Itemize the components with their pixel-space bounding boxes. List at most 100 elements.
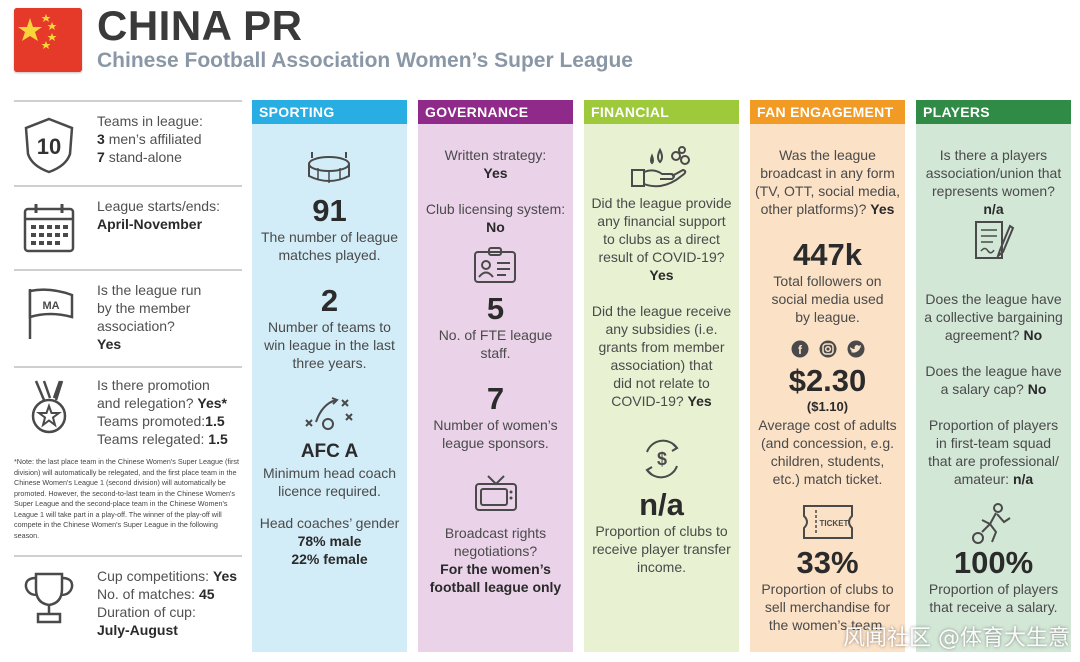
merchandise-text: Proportion of clubs to xyxy=(761,581,894,597)
ticket-label: TICKET xyxy=(820,519,849,528)
covid-support-text: Did the league provide xyxy=(591,195,732,211)
union-text: Is there a players xyxy=(939,147,1048,163)
broadcast-rights-text: negotiations? xyxy=(453,543,538,559)
winners-text: three years. xyxy=(292,355,367,371)
cup-answer: Yes xyxy=(212,568,238,584)
salary-text: that receive a salary. xyxy=(929,599,1058,615)
ticket-price-block: $2.30 ($1.10) Average cost of adults (an… xyxy=(750,364,905,488)
twitter-icon xyxy=(847,340,865,358)
fan-engagement-column: FAN ENGAGEMENT Was the league broadcast … xyxy=(750,100,905,652)
dates-label: League starts/ends: xyxy=(97,198,220,214)
licensing-value: No xyxy=(486,219,505,235)
fan-engagement-body: Was the league broadcast in any form (TV… xyxy=(750,124,905,652)
players-body: Is there a players association/union tha… xyxy=(916,124,1071,652)
broadcast-text: broadcast in any form xyxy=(760,165,895,181)
salary-cap-text: a salary cap? xyxy=(940,381,1024,397)
fte-value: 5 xyxy=(486,291,505,326)
union-text: represents women? xyxy=(932,183,1055,199)
professional-text: that are professional/ xyxy=(928,453,1059,469)
fte-text: staff. xyxy=(480,345,511,361)
ticket-price-value: $2.30 xyxy=(788,363,867,398)
medal-icon xyxy=(31,380,67,434)
subsidy-block: Did the league receive any subsidies (i.… xyxy=(584,302,739,410)
cba-block: Does the league have a collective bargai… xyxy=(916,290,1071,344)
sponsors-block: 7 Number of women’s league sponsors. xyxy=(418,382,573,452)
governance-column: GOVERNANCE Written strategy: Yes Club li… xyxy=(418,100,573,652)
subsidy-text: COVID-19? xyxy=(611,393,684,409)
dollar-cycle-icon: $ xyxy=(645,439,679,479)
professional-text: Proportion of players xyxy=(928,417,1059,433)
professional-block: Proportion of players in first-team squa… xyxy=(916,416,1071,488)
players-column: PLAYERS Is there a players association/u… xyxy=(916,100,1071,652)
winners-text: Number of teams to xyxy=(268,319,391,335)
contract-icon xyxy=(975,221,1015,259)
broadcast-rights-answer: football league only xyxy=(429,579,562,595)
broadcast-rights-block: Broadcast rights negotiations? For the w… xyxy=(418,524,573,596)
matches-value: 91 xyxy=(312,193,347,228)
teams-row: 10 Teams in league: 3 men’s affiliated 7… xyxy=(14,100,242,185)
gender-female: 22% female xyxy=(291,551,368,567)
strategy-value: Yes xyxy=(483,165,508,181)
sponsors-text: league sponsors. xyxy=(442,435,549,451)
cup-text: Cup competitions: Yes No. of matches: 45… xyxy=(97,567,237,639)
promotion-answer: Yes* xyxy=(197,395,228,411)
instagram-icon xyxy=(819,340,837,358)
salary-text: Proportion of players xyxy=(928,581,1059,597)
gender-male: 78% male xyxy=(297,533,362,549)
players-header: PLAYERS xyxy=(916,100,1071,124)
ticket-price-text: Average cost of adults xyxy=(758,417,897,433)
men-count: 3 xyxy=(97,131,105,147)
union-text: association/union that xyxy=(925,165,1062,181)
licensing-block: Club licensing system: No xyxy=(418,200,573,236)
dates-value: April-November xyxy=(97,216,203,232)
merchandise-value: 33% xyxy=(796,545,859,580)
fan-engagement-header: FAN ENGAGEMENT xyxy=(750,100,905,124)
gender-block: Head coaches’ gender 78% male 22% female xyxy=(252,514,407,568)
strategy-label: Written strategy: xyxy=(444,147,547,163)
professional-text: amateur: xyxy=(953,471,1010,487)
financial-body: Did the league provide any financial sup… xyxy=(584,124,739,652)
transfer-text: receive player transfer xyxy=(592,541,731,557)
promoted-label: Teams promoted: xyxy=(97,413,206,429)
transfer-text: income. xyxy=(636,559,687,575)
broadcast-answer: Yes xyxy=(870,201,895,217)
cup-matches-value: 45 xyxy=(198,586,215,602)
watermark: 风闻社区 @体育大生意 xyxy=(843,626,1070,651)
men-text: men’s affiliated xyxy=(108,131,202,147)
governance-header: GOVERNANCE xyxy=(418,100,573,124)
teams-text: Teams in league: 3 men’s affiliated 7 st… xyxy=(97,112,203,166)
winners-block: 2 Number of teams to win league in the l… xyxy=(252,284,407,372)
winners-value: 2 xyxy=(320,283,339,318)
run-answer: Yes xyxy=(97,336,122,352)
broadcast-text: other platforms)? xyxy=(760,201,867,217)
salary-cap-text: Does the league have xyxy=(925,363,1062,379)
licensing-label: Club licensing system: xyxy=(425,201,566,217)
footballer-icon xyxy=(972,503,1011,544)
member-association-row: MA Is the league run by the member assoc… xyxy=(14,269,242,366)
financial-header: FINANCIAL xyxy=(584,100,739,124)
transfer-block: n/a Proportion of clubs to receive playe… xyxy=(584,488,739,576)
cba-text: agreement? xyxy=(944,327,1020,343)
svg-text:f: f xyxy=(798,343,803,357)
merchandise-text: the women’s team. xyxy=(768,617,887,633)
cup-duration-value: July-August xyxy=(97,622,178,638)
social-icons: f xyxy=(791,339,865,359)
union-answer: n/a xyxy=(983,201,1004,217)
money-hand-icon xyxy=(631,146,690,188)
standalone-text: stand-alone xyxy=(108,149,182,165)
covid-support-text: any financial support xyxy=(597,213,726,229)
calendar-icon xyxy=(23,204,75,253)
run-question-line: Is the league run xyxy=(97,282,202,298)
facebook-icon: f xyxy=(791,340,809,358)
tv-icon xyxy=(475,475,517,511)
cup-matches-label: No. of matches: xyxy=(97,586,196,602)
broadcast-text: (TV, OTT, social media, xyxy=(755,183,900,199)
followers-text: by league. xyxy=(795,309,860,325)
followers-text: social media used xyxy=(771,291,884,307)
fte-text: No. of FTE league xyxy=(438,327,553,343)
subsidy-text: Did the league receive xyxy=(591,303,732,319)
flag-icon: MA xyxy=(28,288,74,339)
member-association-text: Is the league run by the member associat… xyxy=(97,281,201,353)
promotion-question: Is there promotion xyxy=(97,377,210,393)
sponsors-value: 7 xyxy=(486,381,505,416)
